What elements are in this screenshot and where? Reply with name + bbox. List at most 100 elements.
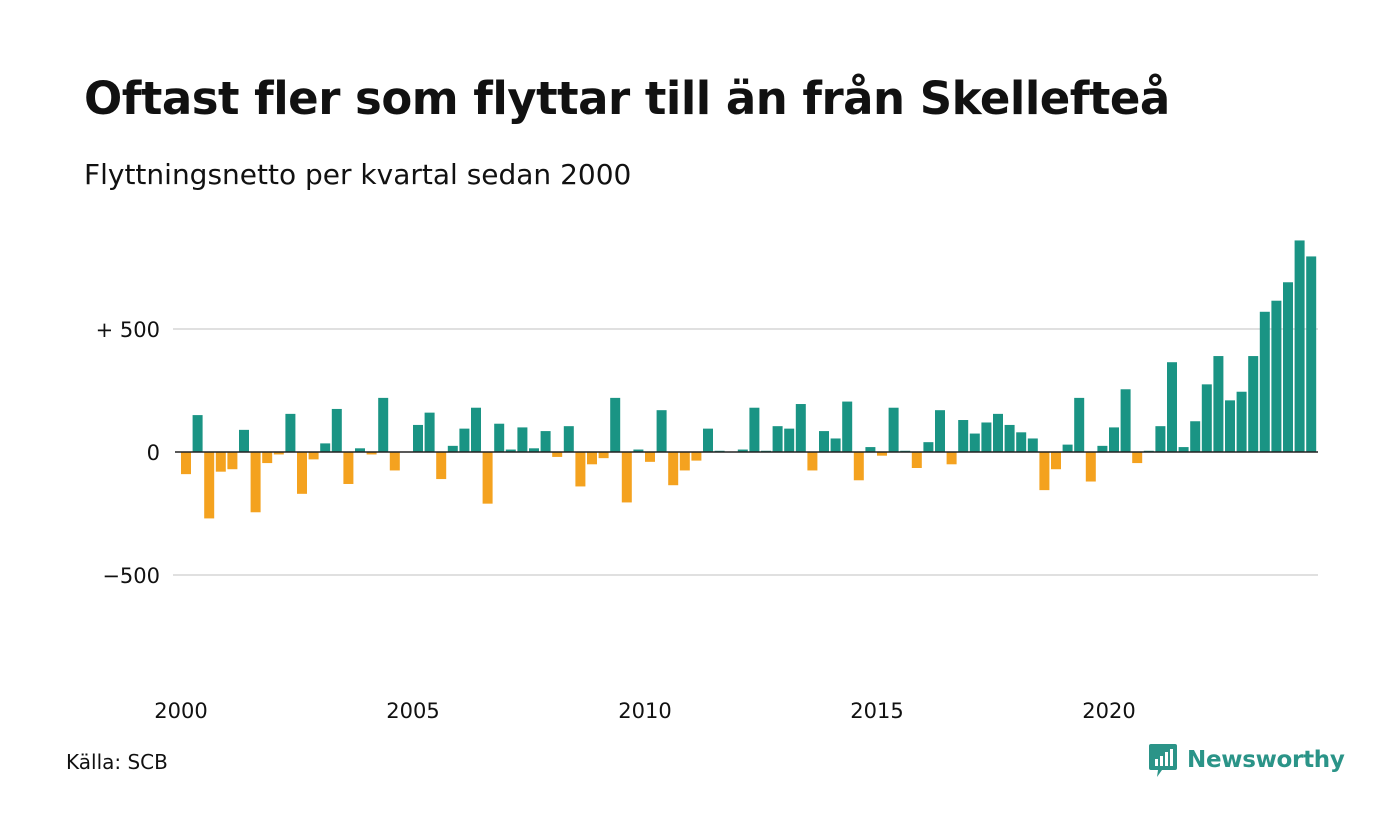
- source-note: Källa: SCB: [66, 750, 168, 774]
- bar: [250, 452, 261, 513]
- bar: [598, 452, 609, 459]
- bar: [239, 429, 249, 452]
- bar: [691, 452, 702, 461]
- bar: [656, 410, 667, 452]
- bar: [540, 431, 551, 452]
- x-tick-label: 2015: [850, 699, 903, 723]
- bar: [563, 426, 574, 452]
- bar: [181, 452, 191, 475]
- bar: [1271, 300, 1282, 452]
- bar: [888, 407, 899, 452]
- bar: [204, 452, 215, 519]
- bar: [308, 452, 319, 460]
- bar: [505, 449, 516, 452]
- bar: [621, 452, 632, 503]
- y-tick-label: 0: [147, 441, 160, 465]
- bar: [355, 448, 365, 452]
- bar: [1132, 452, 1143, 464]
- bar: [645, 452, 655, 462]
- bar: [343, 452, 354, 484]
- bar: [215, 452, 226, 472]
- bar: [842, 401, 853, 452]
- bar: [981, 422, 992, 452]
- y-tick-label: + 500: [96, 318, 160, 342]
- bar: [1155, 426, 1166, 452]
- bar: [1248, 356, 1259, 452]
- bar: [1167, 362, 1177, 452]
- x-tick-label: 2000: [154, 699, 207, 723]
- bar: [1259, 311, 1270, 452]
- bar: [737, 449, 748, 452]
- bar: [807, 452, 818, 471]
- bar: [273, 452, 284, 455]
- bar: [935, 410, 945, 452]
- bar: [1016, 432, 1027, 452]
- bar: [552, 452, 563, 457]
- bar: [285, 413, 296, 452]
- bar: [1201, 384, 1212, 452]
- bar: [830, 438, 841, 452]
- bar: [679, 452, 690, 471]
- bar: [262, 452, 273, 464]
- bar: [865, 447, 876, 452]
- bar: [1306, 256, 1317, 452]
- bar: [1062, 444, 1073, 452]
- bar: [1294, 240, 1305, 452]
- bar: [459, 428, 470, 452]
- bar: [1178, 447, 1189, 452]
- bar: [494, 423, 505, 452]
- bar: [1039, 452, 1050, 491]
- bar: [424, 412, 435, 452]
- bar: [529, 448, 539, 452]
- bar: [795, 404, 806, 452]
- bar: [413, 424, 423, 452]
- bar: [1283, 282, 1293, 452]
- bar: [819, 431, 829, 452]
- bar: [1004, 424, 1015, 452]
- bar: [1109, 427, 1119, 452]
- bar: [1120, 389, 1131, 452]
- bar: [378, 397, 389, 452]
- bar: [703, 428, 713, 452]
- bar: [227, 452, 238, 470]
- bar: [1236, 391, 1247, 452]
- chart-speech-bubble-icon: [1149, 744, 1177, 777]
- bar: [923, 442, 934, 452]
- bar: [192, 415, 203, 452]
- bar: [447, 445, 458, 452]
- bar: [587, 452, 597, 465]
- bar: [1027, 438, 1038, 452]
- brand-logo: Newsworthy: [1148, 742, 1345, 778]
- bar: [320, 443, 331, 452]
- bar: [1051, 452, 1061, 470]
- y-tick-label: −500: [102, 564, 160, 588]
- bar: [633, 449, 644, 452]
- bar: [853, 452, 864, 481]
- bar: [1213, 356, 1224, 452]
- bar: [436, 452, 447, 480]
- bar: [668, 452, 679, 486]
- bar: [366, 452, 377, 455]
- chart-title: Oftast fler som flyttar till än från Ske…: [84, 72, 1170, 125]
- bar: [482, 452, 493, 504]
- bar: [772, 426, 783, 452]
- bar: [749, 407, 760, 452]
- bar: [969, 433, 980, 452]
- bar: [946, 452, 957, 465]
- bar: [610, 397, 621, 452]
- bar: [331, 408, 342, 452]
- brand-name: Newsworthy: [1187, 747, 1345, 773]
- bar: [297, 452, 307, 494]
- bar: [1190, 421, 1201, 452]
- x-tick-label: 2010: [618, 699, 671, 723]
- bar: [958, 420, 969, 452]
- bar: [1097, 445, 1108, 452]
- bar: [517, 427, 528, 452]
- bar: [471, 407, 481, 452]
- bar-chart: + 500 0 −500 2000 2005 2010 2015 2020: [96, 240, 1318, 723]
- bar: [389, 452, 400, 471]
- chart-subtitle: Flyttningsnetto per kvartal sedan 2000: [84, 158, 632, 191]
- x-tick-label: 2020: [1082, 699, 1135, 723]
- bar: [1074, 397, 1085, 452]
- x-tick-label: 2005: [386, 699, 439, 723]
